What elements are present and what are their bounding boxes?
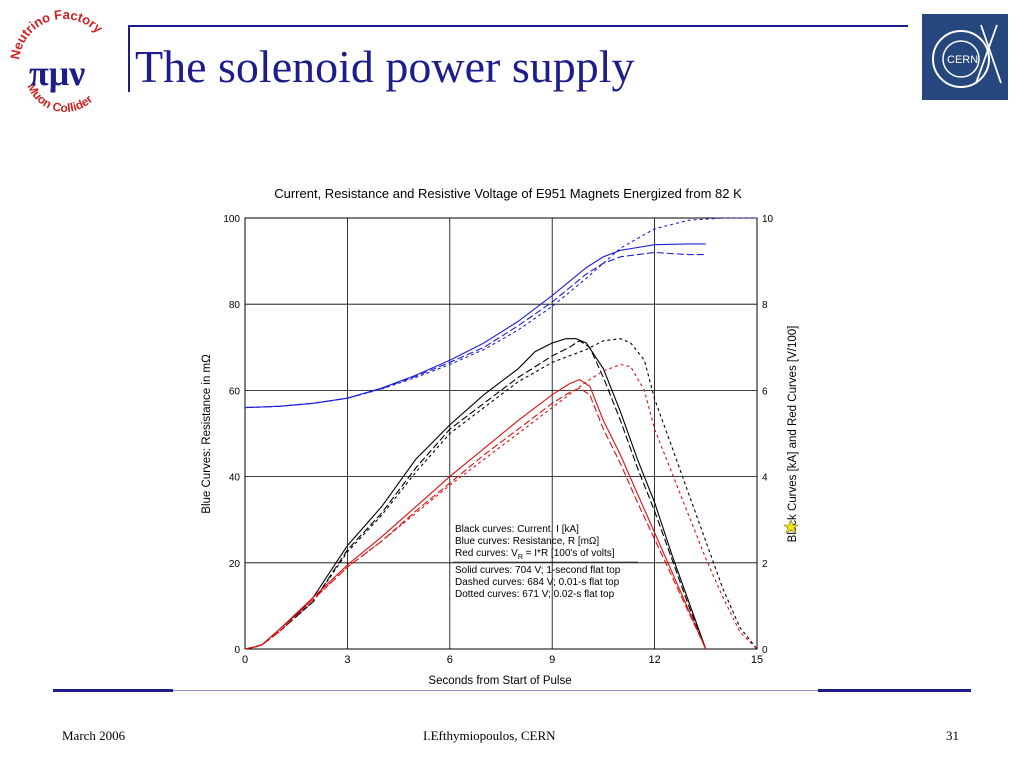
- plot-area: [244, 217, 758, 650]
- chart-legend: Black curves: Current, I [kA] Blue curve…: [453, 524, 638, 600]
- y-tick-label-left: 80: [229, 300, 241, 311]
- legend-line-dashed: Dashed curves: 684 V; 0.01-s flat top: [455, 577, 620, 588]
- series-blue-dotted: [244, 217, 757, 409]
- series-blue-dashed: [244, 251, 706, 409]
- y-tick-label-right: 6: [762, 386, 768, 397]
- y-tick-label-left: 20: [229, 559, 241, 570]
- y-tick-label-right: 4: [762, 473, 768, 484]
- slide-title: The solenoid power supply: [135, 41, 635, 92]
- y-axis-label-right: Black Curves [kA] and Red Curves [V/100]: [787, 326, 799, 543]
- y-tick-label-right: 8: [762, 300, 768, 311]
- y-tick-label-left: 40: [229, 473, 241, 484]
- y-tick-label-right: 10: [762, 214, 774, 225]
- x-tick-label: 6: [447, 654, 453, 666]
- y-tick-label-left: 60: [229, 386, 241, 397]
- cern-logo-text: CERN: [947, 54, 978, 66]
- legend-line-solid: Solid curves: 704 V; 1-second flat top: [455, 565, 621, 576]
- y-tick-label-right: 0: [762, 645, 768, 656]
- chart-series: [244, 217, 758, 650]
- neutrino-factory-logo: Neutrino Factory Muon Collider πμν: [7, 7, 106, 115]
- y-axis-label-left: Blue Curves: Resistance in mΩ: [201, 354, 213, 514]
- x-tick-label: 15: [751, 654, 763, 666]
- series-red-solid: [244, 378, 707, 650]
- x-tick-label: 0: [242, 654, 248, 666]
- legend-line-red: Red curves: VR = I*R [100's of volts]: [455, 548, 615, 561]
- x-axis-label: Seconds from Start of Pulse: [428, 675, 571, 687]
- footer-rule-left: [53, 689, 173, 692]
- star-icon: [783, 519, 799, 534]
- title-rule: [128, 25, 908, 27]
- series-blue-solid: [244, 243, 706, 409]
- title-rule-vertical: [128, 25, 130, 92]
- footer-rule-right: [818, 689, 971, 692]
- series-black-dotted: [244, 338, 758, 650]
- x-tick-label: 9: [549, 654, 555, 666]
- footer-author: I.Efthymiopoulos, CERN: [423, 728, 556, 743]
- series-black-solid: [244, 338, 707, 650]
- y-tick-label-left: 100: [223, 214, 240, 225]
- logo-symbols: πμν: [29, 53, 85, 93]
- x-tick-label: 3: [344, 654, 350, 666]
- legend-line-dotted: Dotted curves: 671 V; 0.02-s flat top: [455, 589, 615, 600]
- series-black-dashed: [244, 340, 707, 650]
- chart-title: Current, Resistance and Resistive Voltag…: [274, 186, 742, 201]
- page-number: 31: [946, 728, 959, 743]
- footer-rule-middle: [173, 690, 818, 691]
- cern-logo: CERN: [922, 14, 1008, 100]
- y-tick-label-right: 2: [762, 559, 768, 570]
- footer-date: March 2006: [62, 728, 126, 743]
- legend-line-blue: Blue curves: Resistance, R [mΩ]: [455, 536, 599, 547]
- y-tick-label-left: 0: [234, 645, 240, 656]
- x-tick-label: 12: [648, 654, 660, 666]
- series-red-dotted: [244, 363, 758, 650]
- legend-line-black: Black curves: Current, I [kA]: [455, 524, 579, 535]
- series-red-dashed: [244, 387, 707, 650]
